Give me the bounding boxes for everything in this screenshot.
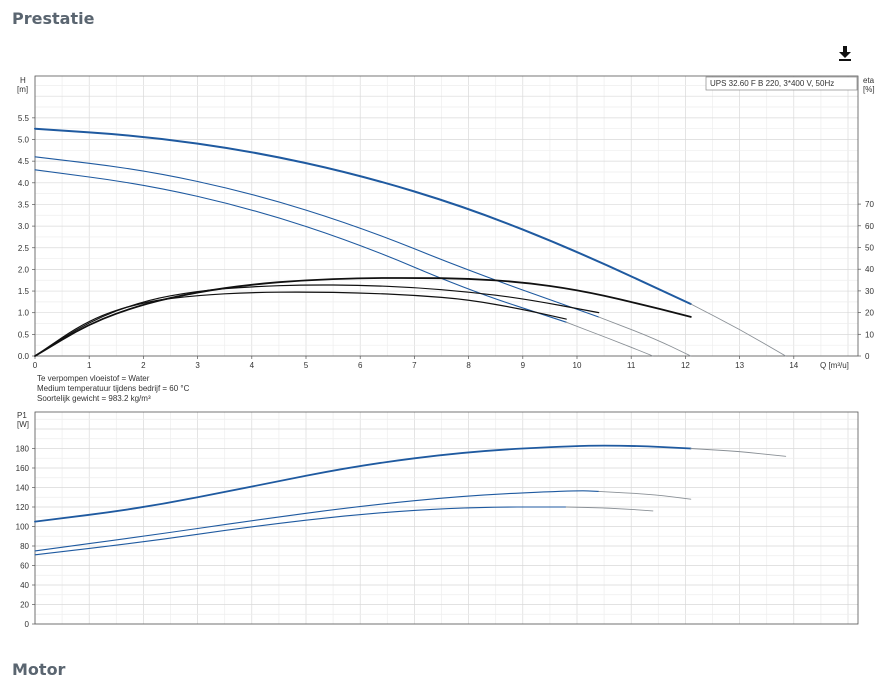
series-line-0 [34, 127, 692, 305]
plot-area [35, 76, 858, 356]
y-tick-label: 100 [16, 523, 30, 532]
x-tick-label: 8 [466, 361, 471, 370]
y-right-tick-label: 30 [865, 287, 874, 296]
legend-box [705, 76, 858, 91]
y-tick-label: 1.0 [18, 309, 30, 318]
y-right-tick-label: 20 [865, 309, 874, 318]
x-tick-label: 7 [412, 361, 417, 370]
y-right-tick-label: 0 [865, 352, 870, 361]
x-tick-label: 1 [87, 361, 92, 370]
y-axis-label: H [20, 76, 26, 85]
head-efficiency-chart: 0.00.51.01.52.02.53.03.54.04.55.05.50102… [17, 75, 875, 403]
y-tick-label: 3.5 [18, 200, 30, 209]
series-line-8 [34, 291, 567, 357]
y-tick-label: 120 [16, 503, 30, 512]
y-tick-label: 0.0 [18, 352, 30, 361]
download-icon[interactable] [834, 43, 856, 65]
y-tick-label: 40 [20, 581, 29, 590]
x-tick-label: 13 [735, 361, 744, 370]
medium-note-0: Te verpompen vloeistof = Water [37, 374, 150, 383]
medium-note-1: Medium temperatuur tijdens bedrijf = 60 … [37, 384, 190, 393]
power-series-line-5 [565, 506, 654, 512]
power-series-line-4 [34, 506, 567, 556]
y-axis-unit: [W] [17, 420, 29, 429]
x-tick-label: 4 [250, 361, 255, 370]
y-tick-label: 80 [20, 542, 29, 551]
y-tick-label: 4.5 [18, 157, 30, 166]
legend: UPS 32.60 F B 220, 3*400 V, 50Hz [705, 76, 858, 91]
series-line-5 [565, 321, 654, 357]
x-tick-label: 12 [681, 361, 690, 370]
y-right-axis-unit: [%] [863, 85, 875, 94]
y-tick-label: 5.0 [18, 136, 30, 145]
y-axis-unit: [m] [17, 85, 28, 94]
x-tick-label: 10 [573, 361, 582, 370]
y-tick-label: 2.0 [18, 265, 30, 274]
plot-area [35, 412, 858, 624]
x-tick-label: 2 [141, 361, 146, 370]
y-tick-label: 20 [20, 601, 29, 610]
y-right-tick-label: 50 [865, 244, 874, 253]
y-tick-label: 60 [20, 562, 29, 571]
x-tick-label: 3 [195, 361, 200, 370]
y-right-tick-label: 70 [865, 200, 874, 209]
x-axis-label: Q [m³/u] [820, 361, 849, 370]
y-tick-label: 0.5 [18, 330, 30, 339]
y-right-tick-label: 10 [865, 330, 874, 339]
power-series-line-3 [598, 490, 692, 500]
y-right-tick-label: 60 [865, 222, 874, 231]
y-tick-label: 2.5 [18, 244, 30, 253]
x-tick-label: 11 [627, 361, 636, 370]
x-tick-label: 9 [521, 361, 526, 370]
plot-frame [34, 75, 859, 357]
y-tick-label: 180 [16, 445, 30, 454]
y-tick-label: 0 [25, 620, 30, 629]
medium-note-2: Soortelijk gewicht = 983.2 kg/m³ [37, 394, 151, 403]
x-tick-label: 0 [33, 361, 38, 370]
series-line-4 [34, 169, 567, 323]
next-section-title: Motor [12, 660, 66, 679]
x-tick-label: 14 [789, 361, 798, 370]
series-line-2 [34, 156, 600, 318]
series-line-7 [34, 284, 600, 357]
section-title: Prestatie [12, 9, 95, 28]
y-tick-label: 160 [16, 464, 30, 473]
y-tick-label: 3.0 [18, 222, 30, 231]
y-right-axis-label: eta [863, 76, 875, 85]
y-tick-label: 140 [16, 484, 30, 493]
x-tick-label: 5 [304, 361, 309, 370]
series-line-1 [690, 303, 787, 357]
power-series-line-0 [34, 444, 692, 523]
y-right-tick-label: 40 [865, 265, 874, 274]
y-tick-label: 4.0 [18, 179, 30, 188]
y-tick-label: 1.5 [18, 287, 30, 296]
power-series-line-1 [690, 448, 787, 457]
x-tick-label: 6 [358, 361, 363, 370]
legend-label: UPS 32.60 F B 220, 3*400 V, 50Hz [710, 79, 834, 88]
y-axis-label: P1 [17, 411, 27, 420]
plot-frame [34, 411, 859, 625]
power-series-line-2 [34, 490, 600, 552]
series-line-3 [598, 316, 692, 357]
power-chart: 0 20 40 60 80 100 120 140 160 180 P1[W] [16, 411, 859, 629]
y-tick-label: 5.5 [18, 114, 30, 123]
